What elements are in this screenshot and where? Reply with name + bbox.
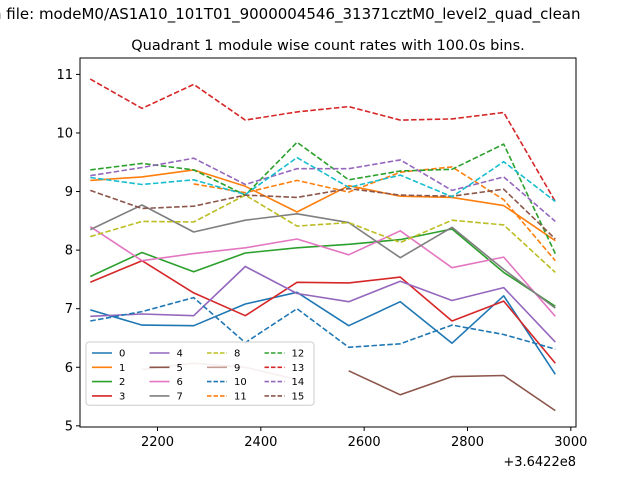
x-tick-label: 2800	[451, 435, 484, 450]
legend-label: 12	[292, 349, 305, 360]
series-line-extra-16	[90, 156, 556, 203]
legend-label: 6	[177, 377, 183, 388]
legend-label: 1	[119, 363, 125, 374]
series-line-5	[348, 370, 556, 412]
legend-label: 13	[292, 363, 305, 374]
series-line-6	[89, 226, 556, 317]
y-tick-label: 8	[65, 244, 73, 259]
y-tick-label: 5	[65, 419, 73, 434]
series-lines	[89, 78, 557, 412]
figure-suptitle: n file: modeM0/AS1A10_101T01_9000004546_…	[0, 5, 581, 24]
series-line-12	[90, 141, 557, 254]
y-axis: 5 6 7 8 9 10 11	[56, 68, 80, 434]
legend-label: 9	[234, 363, 240, 374]
series-line-3	[89, 259, 556, 364]
chart-title: Quadrant 1 module wise count rates with …	[131, 38, 525, 54]
y-tick-label: 6	[65, 361, 73, 376]
x-tick-label: 2200	[141, 435, 174, 450]
legend-label: 11	[234, 391, 247, 402]
legend-label: 14	[292, 377, 305, 388]
x-tick-label: 2600	[348, 435, 381, 450]
y-tick-label: 7	[65, 302, 73, 317]
axes-frame	[79, 57, 577, 428]
series-line-13	[89, 78, 556, 202]
y-tick-label: 10	[56, 126, 73, 141]
series-line-4	[90, 265, 556, 343]
x-axis: 2200 2400 2600 2800 3000	[141, 427, 587, 450]
x-offset-label: +3.6422e8	[503, 455, 576, 470]
legend-label: 10	[234, 377, 247, 388]
series-line-10	[90, 296, 556, 350]
legend-label: 15	[292, 391, 305, 402]
series-line-11	[193, 166, 556, 262]
series-line-14	[90, 157, 556, 223]
series-line-7	[89, 204, 556, 309]
y-tick-label: 11	[56, 68, 73, 83]
legend-label: 4	[177, 349, 183, 360]
series-line-15	[90, 187, 556, 240]
legend-label: 7	[177, 391, 183, 402]
x-tick-label: 2400	[244, 435, 277, 450]
x-tick-label: 3000	[554, 435, 587, 450]
legend-label: 2	[119, 377, 125, 388]
y-tick-label: 9	[65, 185, 73, 200]
legend-label: 0	[119, 349, 125, 360]
legend-label: 3	[119, 391, 125, 402]
series-line-8	[90, 194, 556, 273]
series-line-1	[90, 169, 556, 242]
series-line-0	[90, 291, 556, 375]
legend-label: 5	[177, 363, 183, 374]
legend-label: 8	[234, 349, 240, 360]
legend-box	[85, 341, 315, 406]
series-line-2	[89, 228, 556, 307]
